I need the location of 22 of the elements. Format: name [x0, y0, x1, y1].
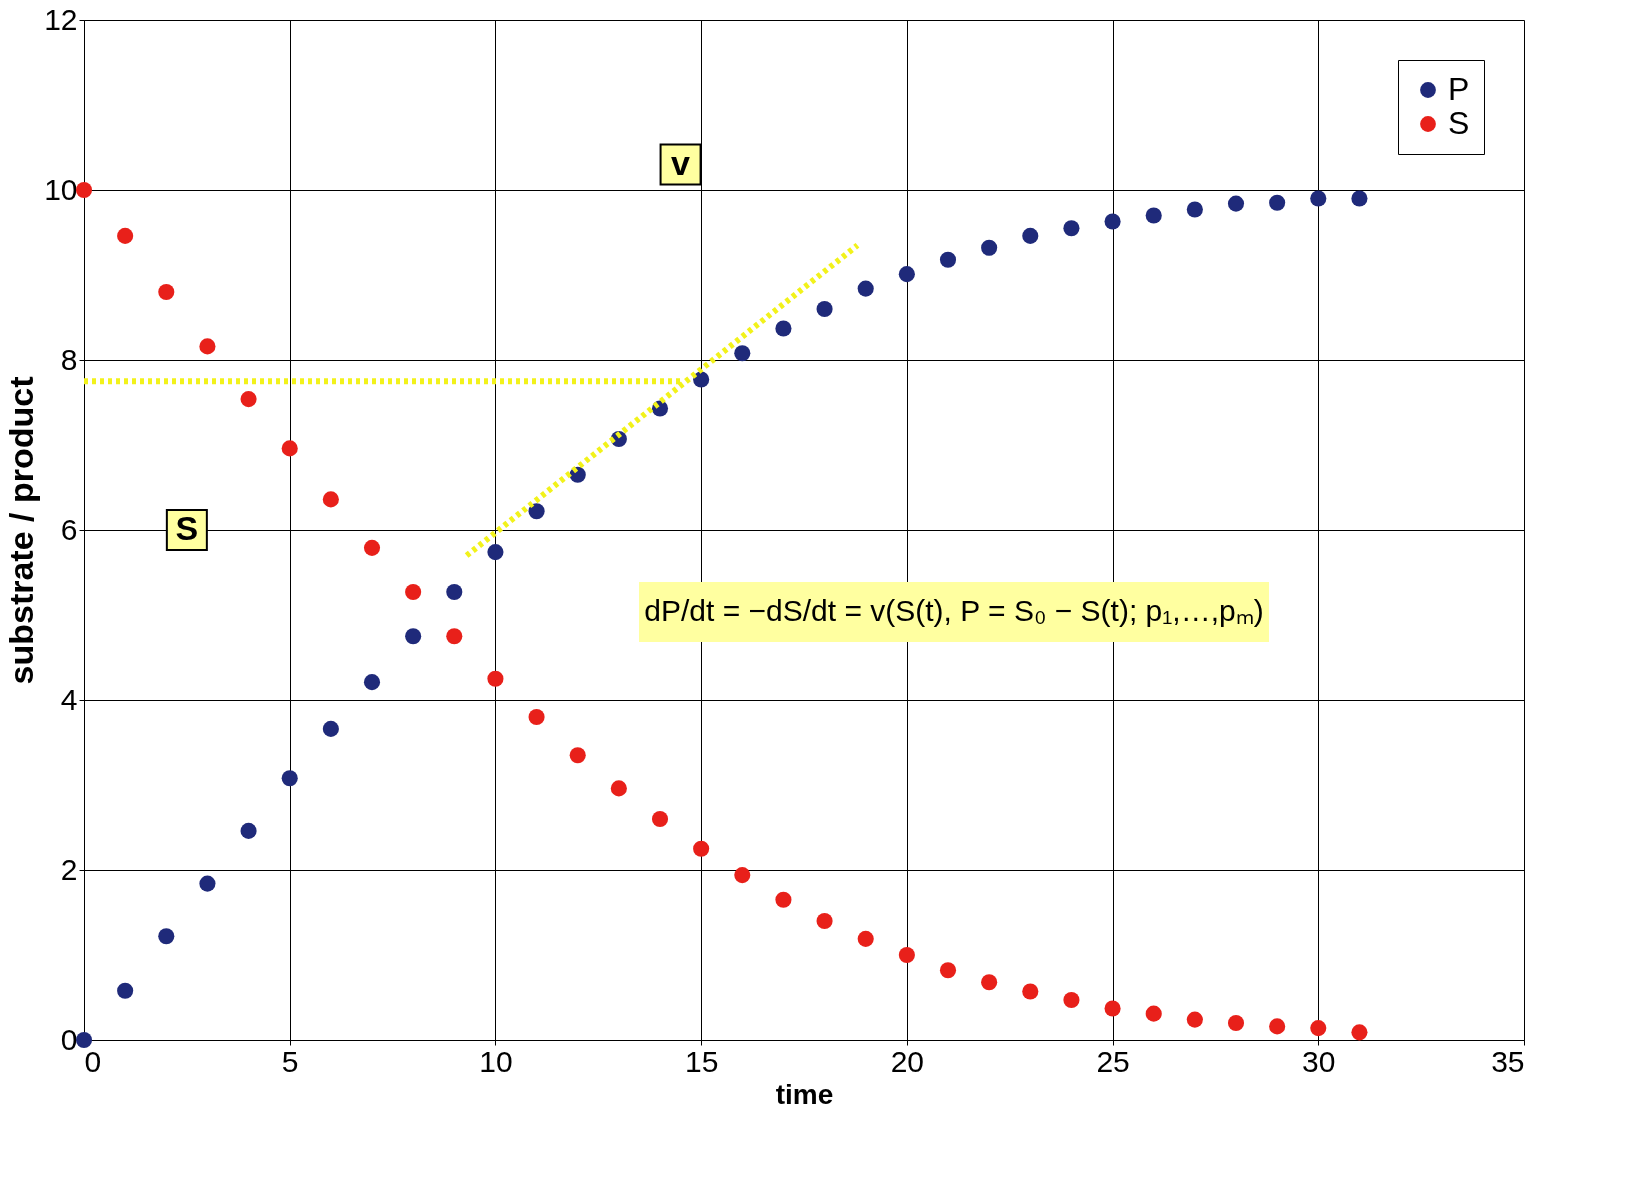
legend-label: S — [1448, 105, 1470, 141]
y-tick-label: 10 — [44, 172, 78, 206]
annotation: dP/dt = −dS/dt = v(S(t), P = S₀ − S(t); p₁,…,pₘ) — [644, 594, 1264, 627]
annotation: v — [671, 143, 691, 182]
annotation: S — [175, 509, 199, 547]
x-axis-title: time — [775, 1078, 834, 1110]
y-tick-label: 0 — [60, 1022, 78, 1056]
y-axis-title: substrate / product — [2, 376, 41, 685]
y-tick-label: 12 — [44, 2, 78, 36]
legend-label: P — [1448, 71, 1470, 107]
x-tick-label: 15 — [684, 1044, 719, 1078]
y-tick-label: 6 — [60, 512, 78, 546]
y-tick-label: 8 — [60, 342, 78, 376]
x-tick-label: 0 — [84, 1044, 102, 1078]
x-tick-label: 30 — [1302, 1044, 1336, 1078]
x-tick-label: 25 — [1096, 1044, 1130, 1078]
y-tick-label: 2 — [60, 852, 78, 886]
y-tick-label: 4 — [60, 682, 78, 716]
x-tick-label: 20 — [890, 1044, 925, 1078]
x-tick-label: 10 — [479, 1044, 513, 1078]
x-tick-label: 5 — [281, 1044, 299, 1078]
x-tick-label: 35 — [1491, 1044, 1525, 1078]
